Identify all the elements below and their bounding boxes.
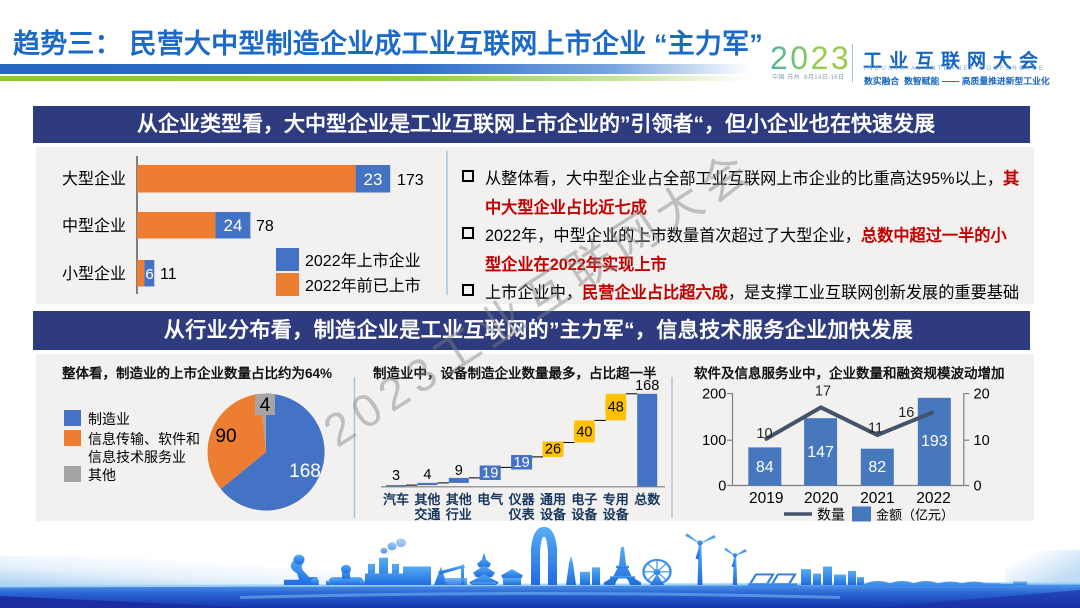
svg-text:19: 19 (514, 455, 530, 471)
svg-text:100: 100 (702, 433, 726, 449)
svg-text:仪表: 仪表 (508, 507, 536, 522)
svg-text:总数: 总数 (634, 492, 661, 507)
svg-text:2019: 2019 (749, 490, 783, 507)
svg-text:90: 90 (215, 426, 236, 447)
svg-text:173: 173 (397, 172, 424, 189)
svg-text:6: 6 (145, 266, 153, 283)
svg-text:其他: 其他 (446, 492, 472, 507)
svg-text:168: 168 (289, 461, 321, 482)
svg-text:40: 40 (576, 424, 592, 440)
svg-text:193: 193 (921, 433, 948, 450)
svg-text:通用: 通用 (540, 492, 566, 507)
svg-text:电气: 电气 (477, 492, 503, 507)
svg-text:10: 10 (974, 433, 990, 449)
svg-text:数量: 数量 (817, 507, 845, 523)
svg-text:4: 4 (423, 467, 431, 483)
svg-text:交通: 交通 (414, 507, 440, 522)
svg-text:行业: 行业 (445, 507, 472, 522)
svg-text:11: 11 (160, 266, 177, 283)
svg-text:82: 82 (868, 459, 886, 476)
svg-text:2021: 2021 (860, 490, 894, 507)
svg-text:信息技术服务业: 信息技术服务业 (88, 449, 186, 465)
svg-text:电子: 电子 (571, 492, 597, 507)
svg-text:84: 84 (756, 459, 774, 476)
svg-text:小型企业: 小型企业 (62, 265, 126, 283)
svg-text:147: 147 (807, 444, 834, 461)
svg-text:中型企业: 中型企业 (62, 217, 126, 235)
svg-text:48: 48 (608, 399, 624, 415)
svg-text:设备: 设备 (540, 507, 567, 522)
svg-text:汽车: 汽车 (383, 492, 409, 507)
svg-text:大型企业: 大型企业 (62, 170, 126, 188)
svg-text:信息传输、软件和: 信息传输、软件和 (88, 431, 200, 447)
svg-text:2022年上市企业: 2022年上市企业 (305, 252, 421, 270)
svg-text:2022年前已上市: 2022年前已上市 (305, 277, 421, 295)
svg-text:78: 78 (256, 218, 274, 235)
svg-text:金额（亿元）: 金额（亿元） (876, 508, 954, 523)
svg-text:17: 17 (815, 384, 831, 400)
svg-text:10: 10 (756, 426, 772, 442)
svg-text:0: 0 (974, 479, 982, 495)
svg-text:26: 26 (545, 441, 561, 457)
svg-text:设备: 设备 (603, 507, 630, 522)
svg-text:仪器: 仪器 (508, 492, 536, 507)
svg-text:200: 200 (702, 387, 726, 403)
svg-text:16: 16 (898, 405, 914, 421)
svg-text:设备: 设备 (571, 507, 598, 522)
svg-text:2022: 2022 (916, 490, 950, 507)
svg-text:19: 19 (482, 465, 498, 481)
svg-text:24: 24 (224, 216, 243, 235)
svg-text:9: 9 (455, 463, 463, 479)
svg-text:其他: 其他 (88, 467, 116, 483)
svg-text:专用: 专用 (603, 492, 629, 507)
svg-text:其他: 其他 (414, 492, 440, 507)
svg-text:4: 4 (260, 395, 271, 416)
svg-text:0: 0 (718, 479, 726, 495)
svg-text:168: 168 (635, 378, 659, 394)
svg-text:11: 11 (868, 421, 883, 437)
svg-text:2020: 2020 (804, 490, 839, 507)
svg-text:3: 3 (392, 468, 400, 484)
svg-text:20: 20 (974, 387, 990, 403)
svg-text:制造业: 制造业 (88, 411, 130, 427)
svg-text:23: 23 (364, 170, 383, 189)
